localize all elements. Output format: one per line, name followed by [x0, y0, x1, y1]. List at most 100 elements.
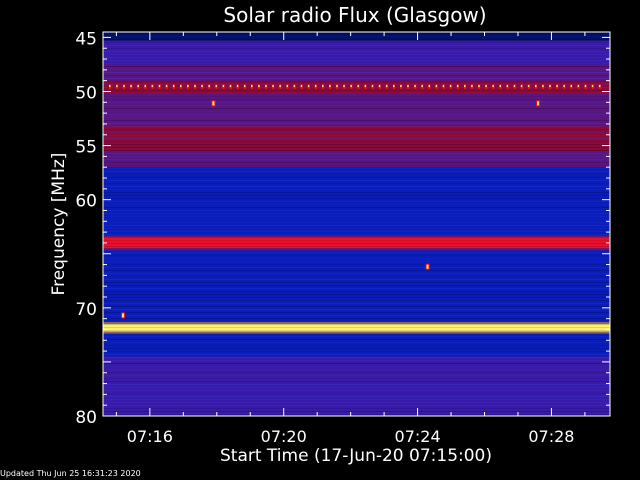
spike-core [421, 85, 423, 88]
texture-line [103, 171, 610, 172]
frequency-band [103, 40, 610, 65]
band-glow [103, 235, 610, 238]
spike-core [265, 85, 267, 88]
texture-line [103, 252, 610, 253]
spike-core [300, 85, 303, 88]
texture-line [103, 261, 610, 262]
texture-line [103, 156, 610, 157]
frequency-band [103, 126, 610, 151]
texture-line [103, 42, 610, 43]
texture-line [103, 192, 610, 193]
texture-line [103, 357, 610, 358]
frequency-band [103, 237, 610, 249]
x-tick-label: 07:20 [261, 427, 307, 446]
frequency-band [103, 64, 610, 81]
texture-line [103, 402, 610, 403]
texture-line [103, 297, 610, 298]
hot-point-core [122, 313, 125, 318]
texture-line [103, 36, 610, 37]
texture-line [103, 273, 610, 274]
spike-core [329, 85, 331, 88]
texture-line [103, 105, 610, 106]
texture-line [103, 207, 610, 208]
spike-core [556, 85, 558, 88]
texture-line [103, 315, 610, 316]
spike-core [123, 85, 125, 88]
texture-line [103, 258, 610, 259]
band-glow [103, 322, 610, 325]
texture-line [103, 327, 610, 328]
texture-line [103, 177, 610, 178]
texture-line [103, 162, 610, 163]
texture-line [103, 405, 610, 406]
texture-line [103, 96, 610, 97]
spike-core [414, 85, 416, 88]
y-axis: 45 50 55 60 70 80 [75, 29, 610, 428]
texture-line [103, 72, 610, 73]
texture-line [103, 342, 610, 343]
texture-line [103, 267, 610, 268]
spike-core [180, 85, 182, 88]
texture-line [103, 57, 610, 58]
plot-frame [102, 31, 611, 417]
texture-line [103, 255, 610, 256]
texture-line [103, 99, 610, 100]
spike-core [400, 85, 402, 88]
spike-core [322, 85, 324, 88]
spike-core [314, 85, 317, 88]
texture-line [103, 348, 610, 349]
texture-line [103, 180, 610, 181]
texture-line [103, 219, 610, 220]
frequency-band [103, 324, 610, 332]
spike-core [485, 85, 487, 88]
texture-line [103, 279, 610, 280]
texture-line [103, 114, 610, 115]
spike-core [279, 85, 281, 88]
texture-line [103, 165, 610, 166]
spike-core [407, 85, 409, 88]
texture-line [103, 66, 610, 67]
spike-core [570, 85, 572, 88]
texture-line [103, 123, 610, 124]
spike-core [286, 85, 288, 88]
spike-core [258, 85, 260, 88]
spike-core [151, 85, 154, 88]
spike-core [456, 85, 459, 88]
texture-line [103, 330, 610, 331]
frequency-band [103, 80, 610, 94]
texture-line [103, 240, 610, 241]
texture-line [103, 336, 610, 337]
frequency-band [103, 248, 610, 325]
texture-line [103, 222, 610, 223]
spike-core [520, 85, 523, 88]
texture-line [103, 87, 610, 88]
texture-line [103, 399, 610, 400]
spike-core [584, 85, 587, 88]
spike-core [428, 85, 430, 88]
x-tick-label: 07:28 [528, 427, 574, 446]
spike-core [130, 85, 132, 88]
texture-line [103, 411, 610, 412]
texture-line [103, 303, 610, 304]
spike-core [350, 85, 352, 88]
texture-line [103, 144, 610, 145]
texture-line [103, 120, 610, 121]
texture-line [103, 291, 610, 292]
frequency-band [103, 32, 610, 41]
texture-line [103, 318, 610, 319]
spike-core [598, 85, 601, 88]
spike-core [158, 85, 161, 88]
frequency-band [103, 167, 610, 238]
texture-line [103, 282, 610, 283]
heatmap-area [103, 32, 610, 416]
texture-line [103, 213, 610, 214]
band-glow [103, 331, 610, 334]
y-tick-label: 45 [75, 29, 97, 49]
texture-line [103, 414, 610, 415]
frequency-band [103, 356, 610, 416]
texture-line [103, 63, 610, 64]
texture-line [103, 33, 610, 34]
spike-core [215, 85, 217, 88]
texture-line [103, 126, 610, 127]
spike-core [336, 85, 338, 88]
